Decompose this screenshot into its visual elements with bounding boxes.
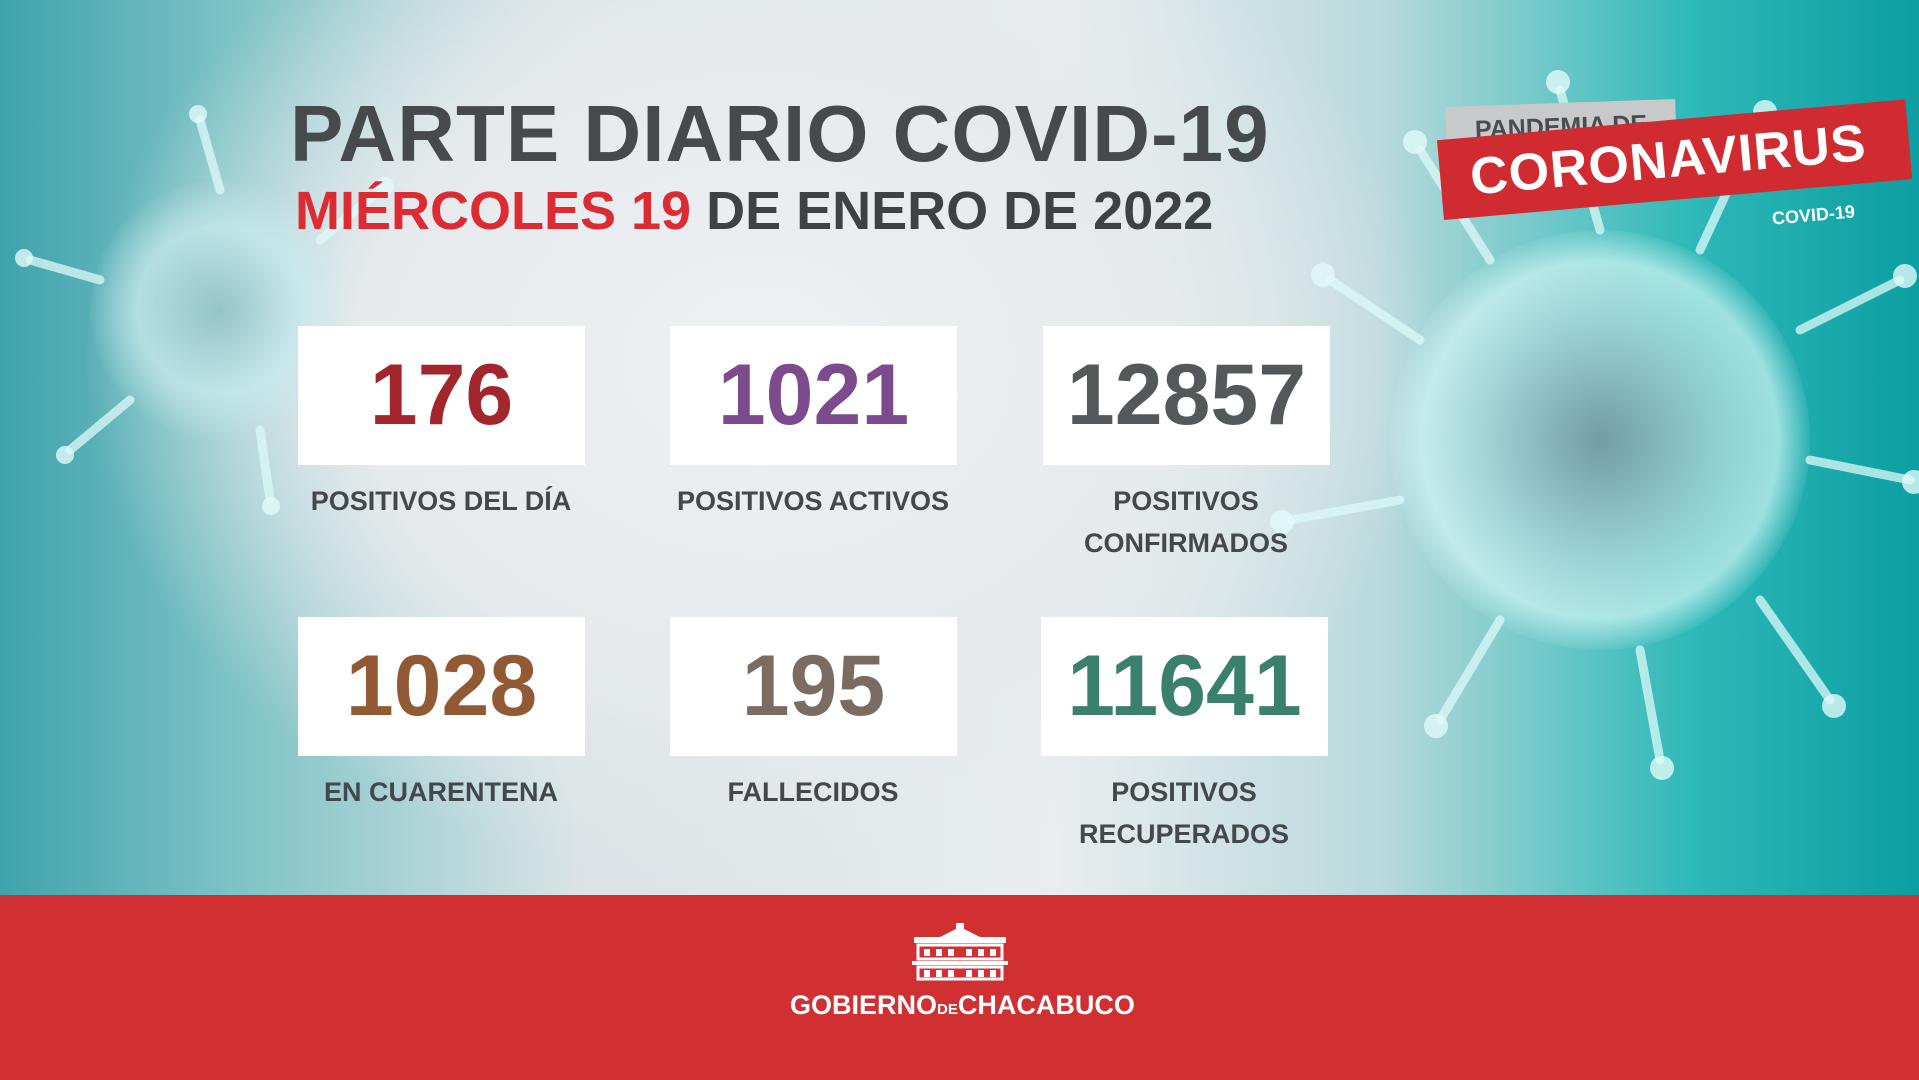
page-title: PARTE DIARIO COVID-19 — [290, 89, 1270, 178]
stat-card-positivos-confirmados: 12857 — [1043, 326, 1330, 465]
logo-word-chacabuco: CHACABUCO — [957, 990, 1135, 1020]
stat-label-line: CONFIRMADOS — [1084, 528, 1288, 558]
logo-word-de: DE — [937, 1001, 958, 1018]
stat-value-positivos-recuperados: 11641 — [1067, 638, 1302, 734]
footer-logo-text: GOBIERNODECHACABUCO — [790, 990, 1135, 1021]
stat-value-fallecidos: 195 — [741, 638, 886, 734]
stat-label-line: POSITIVOS — [1111, 777, 1257, 807]
report-date-month-year: DE ENERO DE 2022 — [706, 181, 1214, 241]
stat-value-en-cuarentena: 1028 — [345, 638, 538, 734]
stat-card-en-cuarentena: 1028 — [298, 617, 585, 756]
stat-value-positivos-confirmados: 12857 — [1066, 347, 1307, 443]
stat-label-line: RECUPERADOS — [1078, 819, 1290, 849]
stat-label-positivos-confirmados: POSITIVOS CONFIRMADOS — [1016, 480, 1356, 564]
report-date-day: MIÉRCOLES 19 — [295, 181, 692, 241]
stat-label-line: POSITIVOS — [1113, 486, 1259, 516]
stat-label-positivos-recuperados: POSITIVOS RECUPERADOS — [1014, 771, 1354, 855]
report-date: MIÉRCOLES 19 DE ENERO DE 2022 — [295, 180, 1213, 242]
logo-word-gobierno: GOBIERNO — [790, 990, 938, 1020]
stat-card-positivos-dia: 176 — [298, 326, 585, 465]
virus-illustration-large — [1390, 230, 1810, 650]
stat-label-positivos-dia: POSITIVOS DEL DÍA — [310, 486, 572, 516]
stat-card-positivos-activos: 1021 — [670, 326, 957, 465]
stat-label-fallecidos: FALLECIDOS — [727, 777, 899, 807]
stat-label-en-cuarentena: EN CUARENTENA — [323, 777, 558, 807]
stat-value-positivos-activos: 1021 — [717, 347, 910, 443]
stat-card-positivos-recuperados: 11641 — [1041, 617, 1328, 756]
stat-card-fallecidos: 195 — [670, 617, 957, 756]
government-building-icon — [912, 923, 1008, 981]
stat-label-positivos-activos: POSITIVOS ACTIVOS — [676, 486, 950, 516]
stat-value-positivos-dia: 176 — [369, 347, 514, 443]
